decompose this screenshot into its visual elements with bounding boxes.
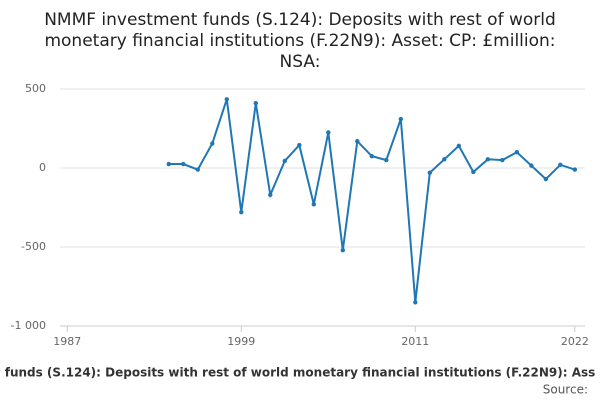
point xyxy=(326,130,331,135)
point xyxy=(297,142,302,148)
point xyxy=(543,176,549,182)
y-tick-label: -1 000 xyxy=(11,319,46,332)
point xyxy=(427,170,433,175)
point xyxy=(572,167,578,172)
point xyxy=(311,202,316,207)
point xyxy=(355,138,360,144)
point xyxy=(166,161,171,167)
chart-title: monetary financial institutions (F.22N9)… xyxy=(44,31,555,51)
y-tick-label: -500 xyxy=(21,240,46,253)
line xyxy=(168,98,576,303)
point xyxy=(340,247,346,253)
y-tick-label: 500 xyxy=(25,82,46,95)
x-tick-label: 1999 xyxy=(227,335,255,348)
point xyxy=(529,163,534,168)
chart-title: NMMF investment funds (S.124): Deposits … xyxy=(44,10,556,30)
x-axis-label: funds (S.124): Deposits with rest of wor… xyxy=(5,366,596,380)
point xyxy=(456,143,462,149)
y-tick-label: 0 xyxy=(39,161,46,174)
point xyxy=(210,141,215,146)
point xyxy=(500,157,505,163)
point xyxy=(485,157,491,162)
x-tick-label: 2022 xyxy=(561,335,589,348)
point xyxy=(181,161,186,167)
point xyxy=(471,169,476,175)
point xyxy=(442,157,447,162)
point xyxy=(282,158,287,164)
source: Source: xyxy=(543,383,588,397)
point xyxy=(268,192,273,198)
point xyxy=(224,97,229,102)
point xyxy=(239,210,244,215)
point xyxy=(195,167,200,172)
point xyxy=(369,153,375,159)
point xyxy=(253,101,258,106)
point xyxy=(514,150,520,155)
x-tick-label: 2011 xyxy=(401,335,429,348)
point xyxy=(558,162,563,168)
chart-title: NSA: xyxy=(280,52,321,72)
point xyxy=(398,116,404,122)
point xyxy=(384,157,389,163)
point xyxy=(413,300,418,305)
x-tick-label: 1987 xyxy=(53,335,81,348)
